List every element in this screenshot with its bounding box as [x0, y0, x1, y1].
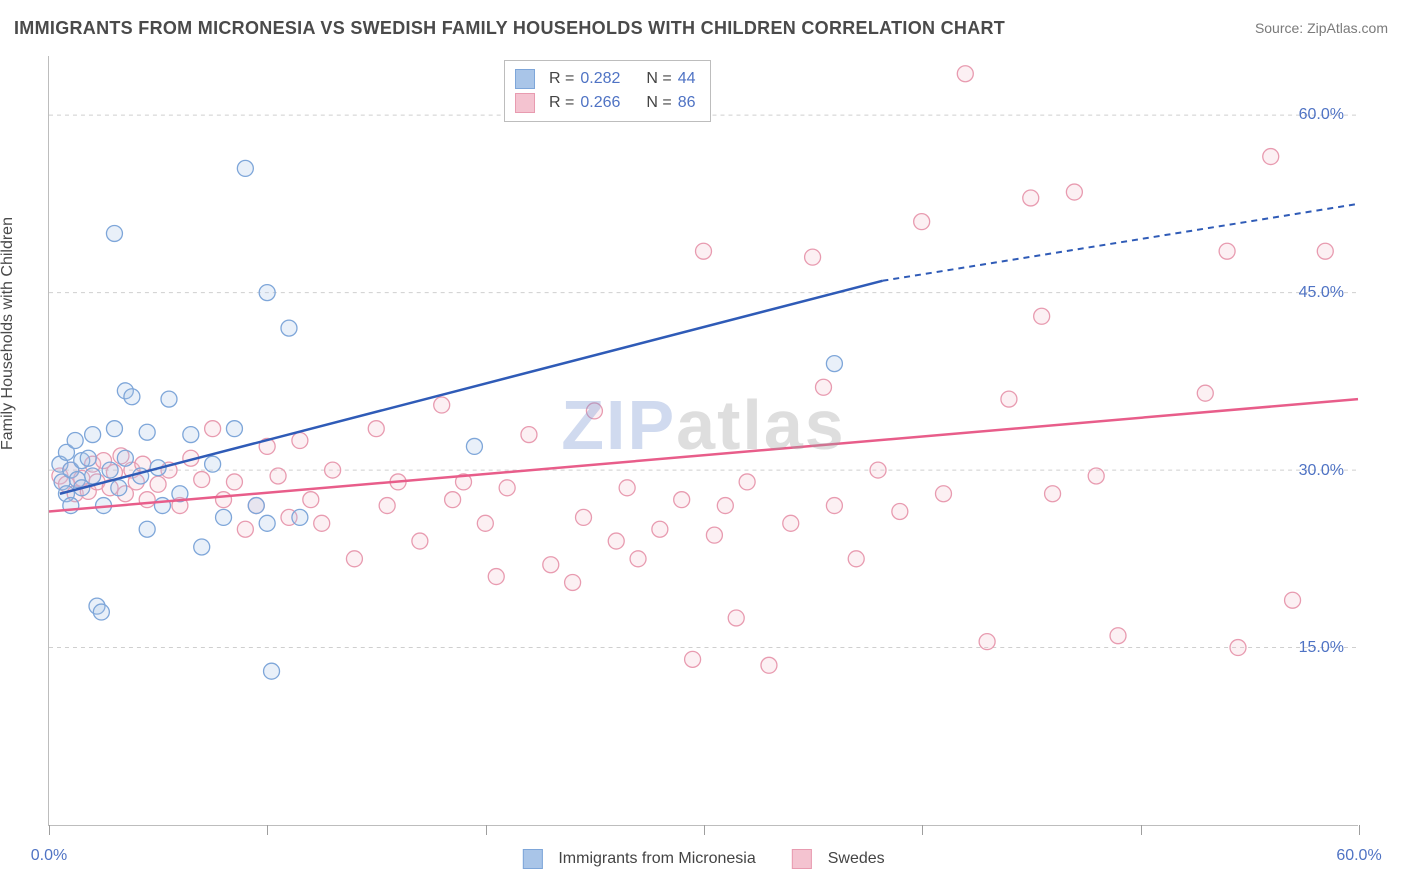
legend-n-label-0: N =: [646, 67, 671, 91]
x-tick-mark: [704, 825, 705, 835]
source-label: Source: ZipAtlas.com: [1255, 20, 1388, 36]
legend-bottom-label-0: Immigrants from Micronesia: [558, 850, 755, 868]
legend-r-value-1: 0.266: [580, 91, 620, 115]
legend-bottom-label-1: Swedes: [828, 850, 885, 868]
y-tick-label: 45.0%: [1299, 284, 1344, 302]
y-tick-label: 30.0%: [1299, 462, 1344, 480]
x-tick-mark: [486, 825, 487, 835]
legend-n-value-1: 86: [678, 91, 696, 115]
y-tick-label: 15.0%: [1299, 639, 1344, 657]
legend-swatch-1: [515, 93, 535, 113]
x-tick-mark: [1141, 825, 1142, 835]
x-tick-mark: [267, 825, 268, 835]
chart-title: IMMIGRANTS FROM MICRONESIA VS SWEDISH FA…: [14, 18, 1005, 39]
legend-row-series-1: R = 0.266 N = 86: [515, 91, 696, 115]
legend-correlation: R = 0.282 N = 44 R = 0.266 N = 86: [504, 60, 711, 122]
scatter-plot: 15.0%30.0%45.0%60.0% 0.0%60.0% ZIPatlas …: [48, 56, 1358, 826]
x-tick-mark: [922, 825, 923, 835]
legend-bottom-swatch-0: [522, 849, 542, 869]
legend-r-value-0: 0.282: [580, 67, 620, 91]
legend-r-label-1: R =: [549, 91, 574, 115]
legend-bottom-swatch-1: [792, 849, 812, 869]
legend-swatch-0: [515, 69, 535, 89]
legend-row-series-0: R = 0.282 N = 44: [515, 67, 696, 91]
y-tick-label: 60.0%: [1299, 106, 1344, 124]
x-tick-mark: [1359, 825, 1360, 835]
legend-item-0: Immigrants from Micronesia: [522, 849, 755, 869]
legend-item-1: Swedes: [792, 849, 885, 869]
legend-n-value-0: 44: [678, 67, 696, 91]
plot-svg: [49, 56, 1358, 825]
x-tick-label: 0.0%: [31, 847, 67, 865]
legend-series: Immigrants from Micronesia Swedes: [522, 849, 884, 869]
x-tick-mark: [49, 825, 50, 835]
y-axis-label: Family Households with Children: [0, 217, 17, 450]
legend-r-label-0: R =: [549, 67, 574, 91]
legend-n-label-1: N =: [646, 91, 671, 115]
x-tick-label: 60.0%: [1336, 847, 1381, 865]
